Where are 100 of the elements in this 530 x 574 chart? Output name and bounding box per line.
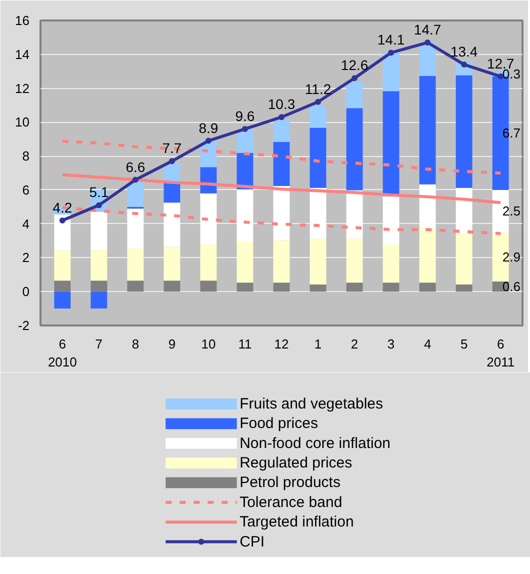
bar	[164, 280, 180, 292]
y-tick-label: 8	[22, 148, 30, 164]
bar	[382, 196, 400, 245]
x-tick-label: 8	[132, 336, 140, 352]
bar	[456, 75, 472, 188]
data-label: 2.9	[502, 249, 520, 264]
bar	[127, 280, 144, 292]
data-label: 7.7	[162, 140, 182, 156]
bar	[346, 82, 363, 108]
data-label: 9.6	[235, 108, 255, 124]
y-tick-label: 0	[22, 284, 30, 300]
bar	[382, 91, 400, 196]
bar	[54, 250, 71, 281]
bar	[310, 128, 326, 188]
data-label: 8.9	[198, 120, 218, 136]
data-label: 4.2	[52, 199, 72, 216]
y-tick-label: -2	[18, 318, 30, 333]
bar	[90, 212, 108, 250]
legend-label: Non-food core inflation	[240, 434, 391, 452]
bar	[127, 208, 144, 248]
bar	[127, 181, 144, 207]
bar	[346, 108, 363, 190]
x-tick-label: 4	[424, 336, 432, 352]
legend-label: Petrol products	[240, 474, 340, 492]
point	[242, 126, 248, 132]
x-tick-label: 9	[168, 336, 176, 352]
bar	[200, 193, 217, 244]
point	[388, 50, 394, 56]
bar	[382, 282, 400, 292]
data-label: 5.1	[89, 184, 109, 200]
x-tick-label: 10	[201, 336, 216, 352]
bar	[164, 182, 180, 203]
x-tick-label: 2	[350, 336, 358, 352]
x-tick-label: 1	[314, 336, 322, 352]
bar	[310, 106, 326, 128]
bar	[200, 244, 217, 281]
bar	[382, 244, 400, 283]
bar	[310, 284, 326, 292]
x-tick-label: 12	[274, 336, 289, 352]
data-label: 14.1	[377, 32, 405, 48]
bar	[54, 280, 71, 292]
legend-label: Regulated prices	[240, 454, 352, 472]
bar	[382, 52, 400, 92]
legend-label: Targeted inflation	[240, 514, 354, 531]
data-label: 6.6	[126, 158, 146, 175]
x-tick-label: 5	[460, 336, 468, 352]
bar	[273, 186, 290, 240]
bar	[236, 282, 254, 292]
bar	[456, 284, 472, 292]
data-label: 13.4	[450, 44, 478, 60]
legend-label: Tolerance band	[240, 494, 342, 511]
point	[315, 98, 322, 105]
data-label: 12.6	[340, 57, 368, 74]
bar	[54, 292, 71, 309]
bar	[346, 282, 363, 292]
legend-label: Food prices	[240, 415, 318, 432]
point	[461, 62, 468, 68]
point	[132, 176, 138, 183]
bar	[200, 280, 217, 292]
x-tick-label: 3	[387, 336, 395, 352]
point	[352, 75, 358, 82]
bar	[54, 214, 71, 250]
bar	[164, 202, 180, 247]
point	[278, 114, 284, 120]
bar	[164, 246, 180, 281]
bar	[273, 282, 290, 292]
data-label: 11.2	[304, 80, 332, 97]
bar	[346, 238, 363, 283]
data-label: 0.6	[502, 279, 520, 294]
x-tick-label: 7	[95, 336, 103, 352]
bar	[419, 184, 436, 228]
bar	[236, 189, 254, 242]
y-tick-label: 2	[22, 250, 30, 266]
bar	[127, 248, 144, 281]
bar	[273, 120, 290, 142]
x-tick-label: 11	[238, 336, 252, 352]
point	[168, 158, 175, 164]
bar	[90, 292, 108, 309]
bar	[273, 142, 290, 186]
bar	[419, 282, 436, 292]
bar	[90, 280, 108, 292]
point	[205, 138, 212, 144]
point	[59, 217, 66, 224]
bar	[456, 234, 472, 284]
y-tick-label: 6	[22, 182, 30, 198]
y-tick-label: 4	[22, 216, 30, 232]
point	[96, 202, 102, 208]
legend-label: Fruits and vegetables	[240, 395, 383, 412]
bar	[236, 242, 254, 283]
bar	[419, 42, 436, 76]
bar	[419, 228, 436, 283]
data-label: 14.7	[414, 22, 442, 38]
data-label: 2.5	[502, 204, 520, 219]
bar	[419, 76, 436, 184]
legend-label: CPI	[240, 533, 265, 550]
bar	[310, 238, 326, 284]
y-tick-label: 16	[15, 13, 30, 28]
bar	[90, 250, 108, 281]
y-tick-label: 14	[15, 46, 30, 62]
bar	[273, 240, 290, 283]
